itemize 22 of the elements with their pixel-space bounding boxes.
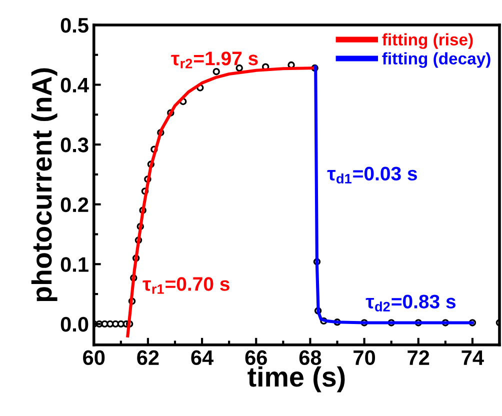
y-tick-label: 0.2 <box>60 197 88 212</box>
y-tick-label: 0.0 <box>60 316 88 332</box>
x-tick-label: 72 <box>408 350 430 365</box>
annotation: τ$_{r2}$=1.97 s <box>171 52 258 68</box>
y-tick-label: 0.4 <box>60 78 89 93</box>
x-tick-label: 66 <box>245 350 267 366</box>
x-tick-label: 62 <box>137 350 159 366</box>
y-tick-label: 0.1 <box>60 257 88 272</box>
x-tick-label: 74 <box>462 350 484 365</box>
legend-label: fitting (decay) <box>382 52 490 68</box>
x-tick-label: 70 <box>354 350 376 366</box>
annotation: τ$_{r1}$=0.70 s <box>142 277 230 294</box>
y-axis-title: photocurrent (nA) <box>31 68 58 302</box>
y-tick-label: 0.5 <box>60 18 88 33</box>
x-tick-label: 68 <box>299 350 322 366</box>
annotation: τ$_{d1}$=0.03 s <box>327 166 417 184</box>
y-tick-label: 0.3 <box>60 138 88 152</box>
x-tick-label: 60 <box>83 350 105 366</box>
annotation: τ$_{d2}$=0.83 s <box>366 294 456 312</box>
x-axis-title: time (s) <box>248 366 345 392</box>
legend-label: fitting (rise) <box>382 33 473 49</box>
x-tick-label: 64 <box>191 350 214 366</box>
